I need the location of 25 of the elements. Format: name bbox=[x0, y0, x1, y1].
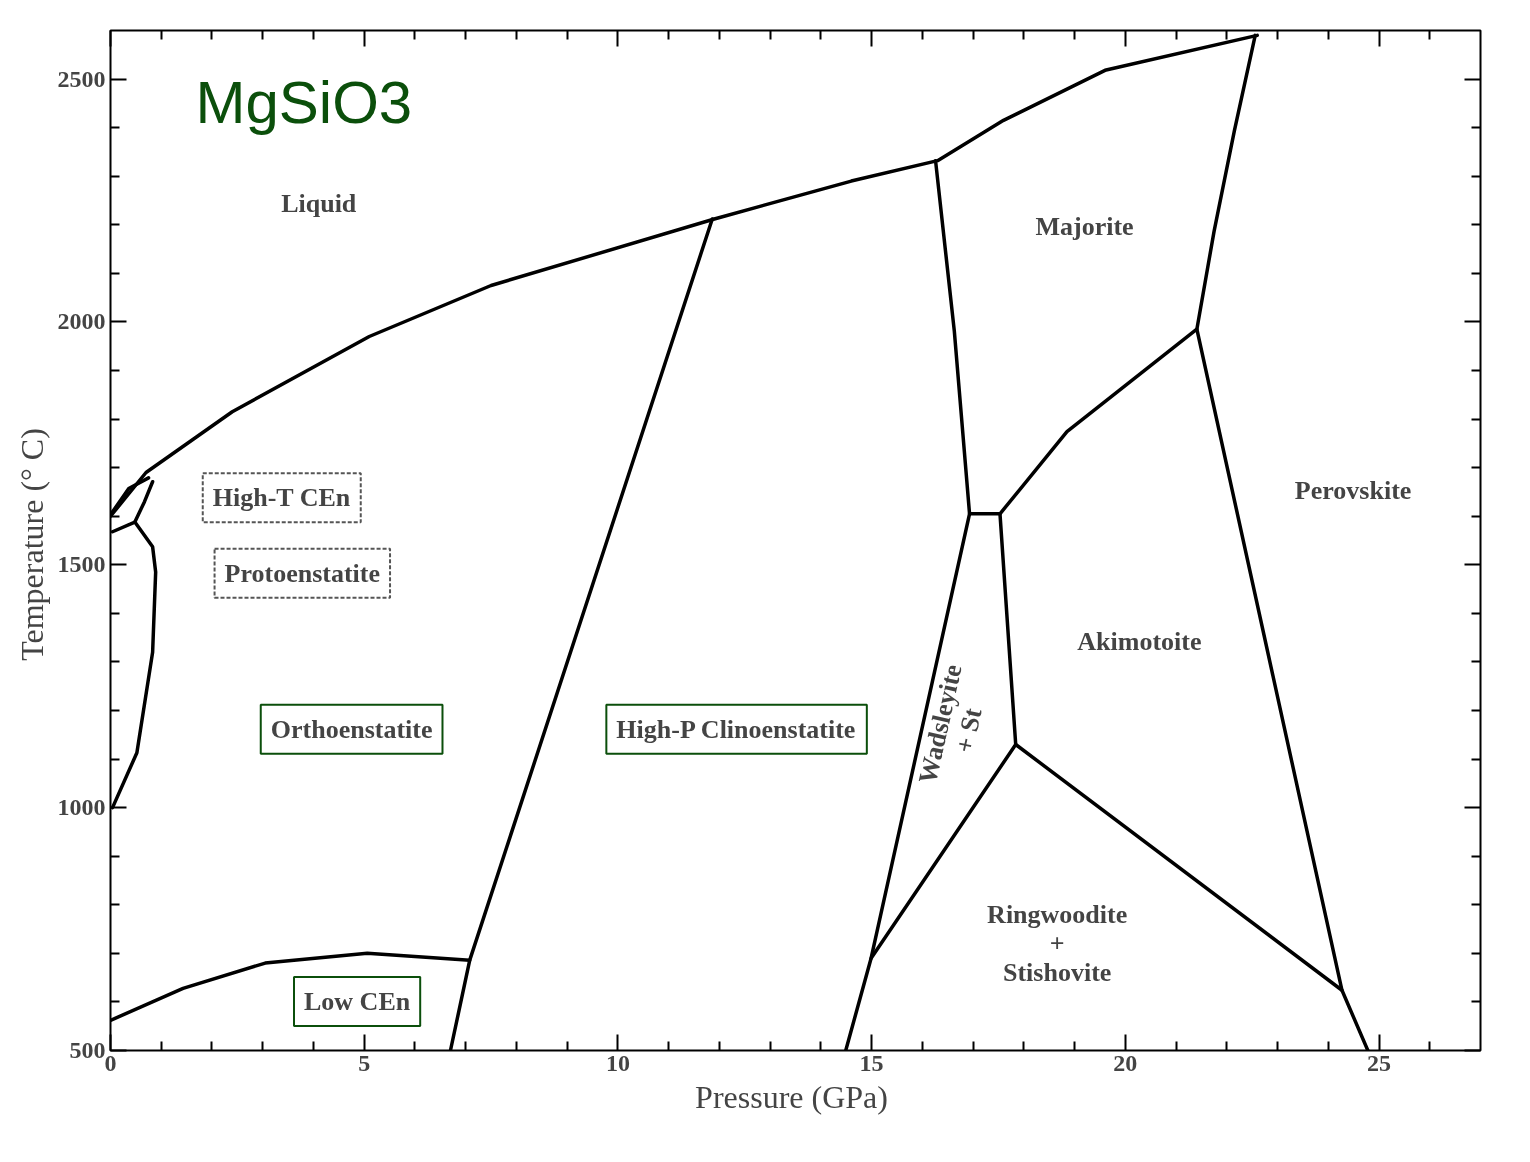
x-tick-label: 15 bbox=[859, 1049, 884, 1076]
y-tick-label: 500 bbox=[69, 1037, 106, 1063]
annotation: Orthoenstatite bbox=[270, 714, 433, 744]
y-tick-label: 2500 bbox=[57, 65, 106, 92]
text: MgSiO3 bbox=[195, 68, 413, 136]
annotation: Low CEn bbox=[304, 987, 411, 1017]
y-axis-title: Temperature (° C) bbox=[13, 428, 50, 661]
x-tick-label: 10 bbox=[605, 1049, 630, 1076]
x-tick-label: 25 bbox=[1367, 1049, 1392, 1076]
annotation: Wadsleyite + St bbox=[912, 661, 988, 787]
x-axis-title: Pressure (GPa) bbox=[695, 1078, 888, 1115]
x-tick-label: 5 bbox=[358, 1049, 371, 1076]
y-tick-label: 1500 bbox=[57, 551, 106, 578]
annotation: High-P Clinoenstatite bbox=[616, 714, 856, 744]
annotation: Liquid bbox=[281, 189, 357, 219]
annotation: Akimotoite bbox=[1077, 626, 1202, 656]
annotation: Ringwoodite + Stishovite bbox=[987, 899, 1128, 987]
x-tick-label: 0 bbox=[104, 1049, 117, 1076]
y-tick-label: 2000 bbox=[57, 308, 106, 335]
annotation: Protoenstatite bbox=[224, 558, 381, 588]
x-tick-label: 20 bbox=[1113, 1049, 1138, 1076]
annotation: High-T CEn bbox=[212, 483, 351, 513]
y-tick-label: 1000 bbox=[57, 794, 106, 821]
annotation: Majorite bbox=[1035, 211, 1134, 241]
annotation: Perovskite bbox=[1294, 476, 1412, 506]
